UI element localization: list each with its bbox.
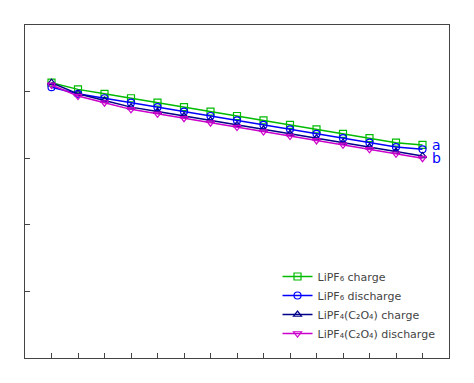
svg-text:LiPF₄(C₂O₄) discharge: LiPF₄(C₂O₄) discharge [318, 328, 436, 341]
svg-text:LiPF₆ charge: LiPF₆ charge [318, 271, 386, 284]
svg-text:b: b [432, 150, 441, 166]
svg-text:LiPF₆ discharge: LiPF₆ discharge [318, 290, 402, 303]
svg-text:a: a [432, 137, 441, 153]
svg-text:LiPF₄(C₂O₄) charge: LiPF₄(C₂O₄) charge [318, 309, 420, 322]
